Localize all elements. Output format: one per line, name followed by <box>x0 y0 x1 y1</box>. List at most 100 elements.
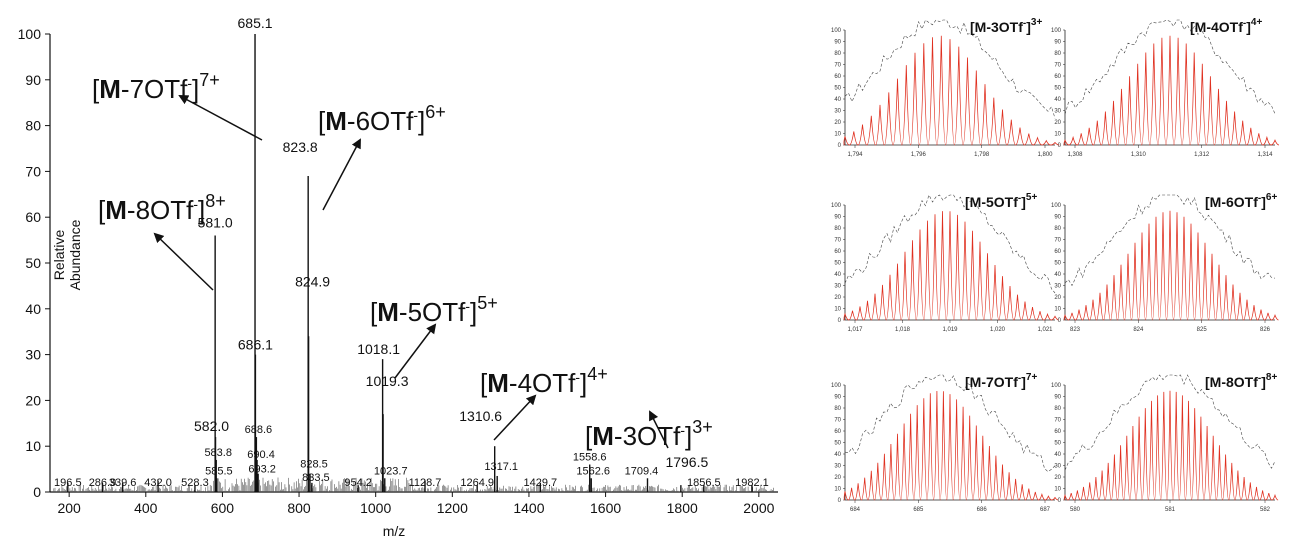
ion-close: ] <box>198 195 205 225</box>
iso-y-tick-label: 50 <box>1054 86 1061 92</box>
peak-label: 690.4 <box>247 449 275 461</box>
iso-x-tick-label: 1,020 <box>990 327 1006 333</box>
iso-y-tick-label: 0 <box>1058 143 1062 149</box>
ion-charge: 6+ <box>425 102 446 122</box>
iso-x-tick-label: 686 <box>977 507 988 513</box>
iso-y-tick-label: 80 <box>834 226 841 232</box>
iso-y-tick-label: 20 <box>834 120 841 126</box>
iso-x-tick-label: 824 <box>1133 327 1144 333</box>
ion-formula: -8OTf <box>127 195 194 225</box>
iso-x-tick-label: 1,019 <box>942 327 958 333</box>
peak-label: 1019.3 <box>366 373 409 389</box>
ion-minus: - <box>187 75 192 91</box>
ion-arrow <box>394 323 437 379</box>
iso-x-tick-label: 1,798 <box>974 152 990 158</box>
peak-label: 583.8 <box>204 447 232 459</box>
ion-arrow <box>153 232 214 291</box>
ion-labels: [M-7OTf-]7+[M-6OTf-]6+[M-8OTf-]8+[M-5OTf… <box>92 70 713 451</box>
iso-x-tick-label: 1,314 <box>1257 152 1273 158</box>
peak-label: 528.3 <box>181 477 209 489</box>
y-tick-label: 100 <box>18 26 42 42</box>
y-label-line-2: Abundance <box>67 219 83 290</box>
ion-label: [M-5OTf-]5+ <box>370 293 498 327</box>
ion-minus: - <box>680 422 685 438</box>
x-tick-label: 600 <box>211 500 235 516</box>
iso-y-tick-label: 20 <box>1054 120 1061 126</box>
spectrum-peaks <box>67 34 753 492</box>
ion-bracket: [ <box>370 297 378 327</box>
iso-y-tick-label: 20 <box>1054 295 1061 301</box>
iso-y-tick-label: 80 <box>1054 406 1061 412</box>
iso-y-tick-label: 30 <box>834 109 841 115</box>
peak-label: 585.5 <box>205 465 233 477</box>
isotope-panel: 0 10 20 30 40 50 60 70 80 90 100 1,308 1,310 1,312 1,3… <box>1051 17 1280 158</box>
iso-x-tick-label: 684 <box>850 507 861 513</box>
main-x-ticks: 200 400 600 800 1000 1200 1400 1600 1800 2000 <box>57 492 775 516</box>
iso-y-tick-label: 60 <box>1054 74 1061 80</box>
peak-label: 581.0 <box>198 215 233 231</box>
iso-y-tick-label: 70 <box>834 63 841 69</box>
isotope-panel: 0 10 20 30 40 50 60 70 80 90 100 823 824 825 826 [M-6OT… <box>1051 192 1279 333</box>
iso-x-tick-label: 1,308 <box>1067 152 1083 158</box>
ion-arrow <box>178 95 263 141</box>
peak-label: 954.2 <box>344 477 372 489</box>
ion-arrows <box>153 95 669 449</box>
iso-title-close: ] <box>1246 19 1251 35</box>
iso-y-tick-label: 50 <box>834 441 841 447</box>
iso-x-tick-label: 582 <box>1260 507 1271 513</box>
iso-title-base: [M-8OTf <box>1205 374 1258 390</box>
x-tick-label: 1200 <box>437 500 468 516</box>
iso-y-tick-label: 90 <box>834 215 841 221</box>
iso-y-tick-label: 50 <box>1054 441 1061 447</box>
simulated-isotope-trace <box>1063 35 1280 146</box>
iso-x-tick-label: 1,018 <box>895 327 911 333</box>
iso-y-tick-label: 40 <box>834 452 841 458</box>
ion-bold-m: M <box>592 421 614 451</box>
iso-y-tick-label: 60 <box>1054 249 1061 255</box>
ion-minus: - <box>193 196 198 212</box>
ion-formula: -6OTf <box>347 106 414 136</box>
isotope-panel-title: [M-5OTf-]5+ <box>965 192 1037 210</box>
isotope-panel-title: [M-6OTf-]6+ <box>1205 192 1277 210</box>
peak-label: 286.9 <box>89 477 117 489</box>
ion-charge: 3+ <box>692 417 713 437</box>
iso-y-tick-label: 10 <box>834 307 841 313</box>
ion-bold-m: M <box>325 106 347 136</box>
iso-title-close: ] <box>1021 194 1026 210</box>
iso-y-tick-label: 80 <box>834 406 841 412</box>
iso-title-charge: 3+ <box>1031 17 1043 28</box>
iso-y-tick-label: 60 <box>834 249 841 255</box>
iso-y-tick-label: 100 <box>831 383 842 389</box>
peak-label: 1023.7 <box>374 465 408 477</box>
main-y-ticks: 0 10 20 30 40 50 60 70 80 90 100 <box>18 26 50 500</box>
ion-bold-m: M <box>377 297 399 327</box>
peak-label: 686.1 <box>238 337 273 353</box>
iso-y-tick-label: 80 <box>1054 226 1061 232</box>
iso-x-tick-label: 580 <box>1070 507 1081 513</box>
iso-title-charge: 4+ <box>1251 17 1263 28</box>
peak-label: 1558.6 <box>573 452 607 464</box>
iso-title-base: [M-6OTf <box>1205 194 1258 210</box>
iso-y-tick-label: 50 <box>834 261 841 267</box>
peak-label: 833.5 <box>302 472 330 484</box>
y-tick-label: 50 <box>25 255 41 271</box>
iso-x-tick-label: 1,312 <box>1194 152 1210 158</box>
ion-close: ] <box>685 421 692 451</box>
iso-title-minus: - <box>1023 18 1026 29</box>
ion-charge: 5+ <box>477 293 498 313</box>
ion-arrow <box>649 410 669 449</box>
iso-title-minus: - <box>1258 193 1261 204</box>
y-axis-label: RelativeAbundance <box>51 219 83 290</box>
y-tick-label: 10 <box>25 438 41 454</box>
iso-y-tick-label: 20 <box>834 295 841 301</box>
y-tick-label: 70 <box>25 163 41 179</box>
ion-bracket: [ <box>585 421 593 451</box>
iso-y-tick-label: 10 <box>834 132 841 138</box>
experimental-isotope-trace <box>1064 194 1276 287</box>
noise-path <box>53 477 774 492</box>
iso-y-tick-label: 50 <box>1054 261 1061 267</box>
iso-title-close: ] <box>1261 374 1266 390</box>
iso-y-tick-label: 0 <box>1058 498 1062 504</box>
